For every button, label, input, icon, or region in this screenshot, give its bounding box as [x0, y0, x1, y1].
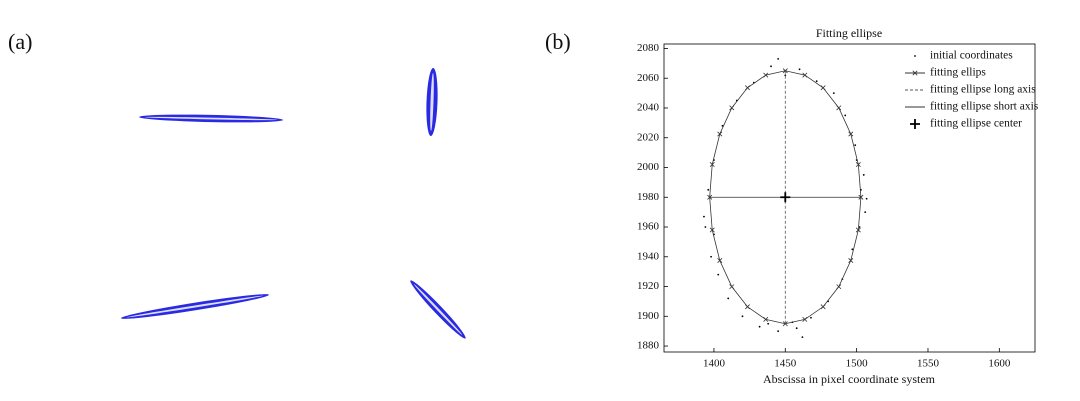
blob-core [126, 295, 264, 318]
y-tick-label: 1900 [637, 310, 660, 322]
legend-item: fitting ellipse long axis [905, 84, 1036, 96]
point [709, 162, 715, 168]
y-tick-label: 1920 [637, 280, 660, 292]
chart-title: Fitting ellipse [816, 26, 882, 40]
legend-item: fitting ellipse center [910, 118, 1022, 130]
point [836, 284, 842, 290]
x-tick-label: 1600 [988, 358, 1011, 370]
x-tick-label: 1550 [917, 358, 940, 370]
legend-marker [914, 55, 916, 57]
point [744, 85, 750, 91]
point [848, 258, 854, 263]
x-tick-label: 1450 [774, 358, 797, 370]
point [832, 92, 835, 95]
point [798, 68, 801, 71]
point [717, 273, 720, 276]
legend-label: fitting ellipse long axis [930, 84, 1036, 96]
panel-label: (a) [8, 29, 32, 54]
y-tick-label: 1880 [637, 340, 660, 352]
blob-core [413, 284, 463, 335]
point [741, 315, 744, 318]
point [707, 188, 710, 191]
legend-label: fitting ellipse center [930, 118, 1022, 130]
point [864, 211, 867, 214]
point [844, 114, 847, 117]
point [710, 255, 712, 258]
blob-core [430, 73, 434, 131]
point [782, 68, 788, 74]
point [729, 284, 735, 290]
y-tick-label: 2020 [637, 131, 660, 143]
point [801, 336, 804, 339]
point [767, 322, 770, 325]
plot-frame [663, 43, 1036, 353]
x-axis-label: Abscissa in pixel coordinate system [763, 372, 936, 386]
point [795, 327, 798, 330]
point [780, 192, 791, 203]
point [802, 72, 808, 78]
y-tick-label: 2040 [637, 102, 660, 114]
legend-marker [912, 70, 918, 76]
legend-label: fitting ellips [930, 67, 986, 79]
y-tick-label: 2060 [637, 72, 660, 84]
point [848, 131, 854, 137]
legend-item: initial coordinates [914, 50, 1013, 62]
x-tick-label: 1500 [846, 358, 869, 370]
point [854, 144, 857, 147]
blob-core [145, 116, 277, 121]
y-tick-label: 1960 [637, 221, 660, 233]
point [703, 215, 705, 218]
point [777, 57, 780, 60]
legend-marker [910, 119, 920, 129]
point [802, 316, 808, 322]
point [784, 74, 787, 77]
point [717, 131, 723, 137]
legend-label: initial coordinates [930, 50, 1013, 62]
point [770, 65, 772, 68]
point [727, 297, 730, 300]
x-tick-label: 1400 [703, 358, 726, 370]
point [820, 85, 826, 91]
point [704, 226, 707, 228]
panel-label: (b) [545, 29, 571, 54]
point [815, 80, 818, 83]
point [820, 304, 826, 310]
point [810, 316, 812, 319]
legend-label: fitting ellipse short axis [930, 101, 1039, 113]
y-tick-label: 2000 [637, 161, 660, 173]
legend-item: fitting ellips [905, 67, 986, 79]
point [851, 248, 854, 251]
point [855, 162, 861, 168]
point [858, 226, 861, 228]
point [855, 227, 861, 233]
point [729, 105, 735, 111]
point [709, 227, 715, 233]
point [865, 197, 868, 200]
point [744, 304, 750, 310]
point [862, 174, 865, 176]
y-tick-label: 1980 [637, 191, 660, 203]
y-tick-label: 1940 [637, 250, 660, 262]
point [758, 325, 761, 328]
point [763, 72, 769, 78]
point [717, 258, 723, 263]
legend-item: fitting ellipse short axis [905, 101, 1039, 113]
ellipse-image [120, 68, 466, 339]
point [777, 330, 780, 333]
point [836, 105, 842, 111]
y-tick-label: 2080 [637, 42, 660, 54]
point [763, 316, 769, 322]
